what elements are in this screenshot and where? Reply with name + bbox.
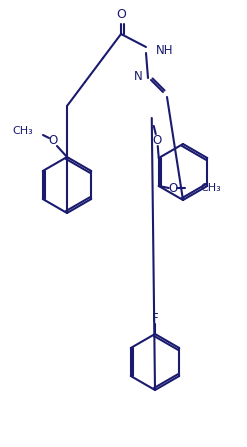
Text: NH: NH — [156, 43, 173, 56]
Text: CH₃: CH₃ — [201, 183, 222, 193]
Text: CH₃: CH₃ — [12, 126, 33, 136]
Text: O: O — [48, 135, 58, 148]
Text: O: O — [168, 181, 177, 194]
Text: N: N — [134, 69, 143, 83]
Text: F: F — [152, 312, 158, 325]
Text: O: O — [116, 8, 126, 21]
Text: O: O — [152, 134, 161, 147]
